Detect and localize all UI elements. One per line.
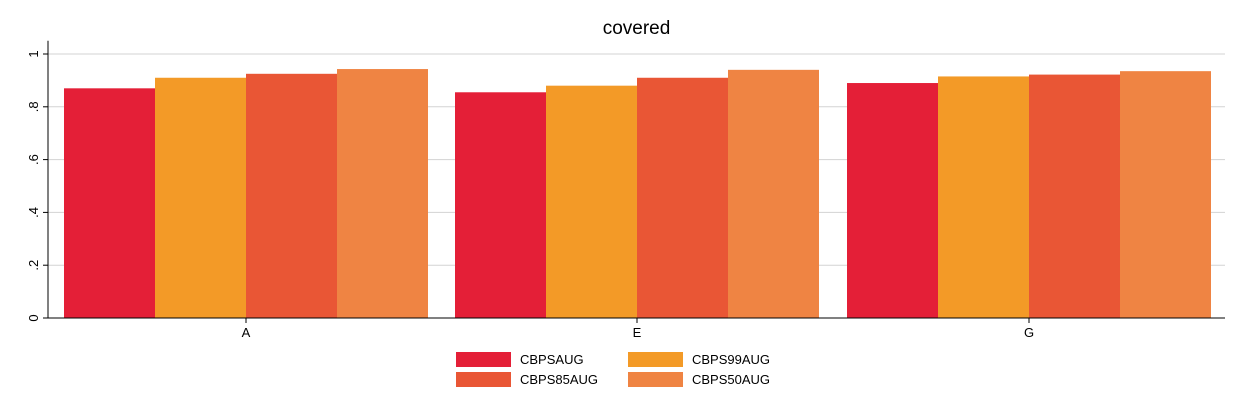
axes: 0 .2 .4 .6 .8 1 A E G [26,40,1225,340]
legend-label-cbps85aug: CBPS85AUG [520,372,598,387]
bar-cbps85aug-a [246,73,337,318]
y-tick-label: .2 [26,260,41,271]
bar-cbps99aug-g [938,76,1029,318]
bar-cbps50aug-a [337,69,428,318]
legend-swatch-cbps85aug [456,372,511,387]
chart-title: covered [603,18,671,39]
x-tick-label: E [633,325,642,340]
y-tick-label: .8 [26,101,41,112]
legend-label-cbps50aug: CBPS50AUG [692,372,770,387]
bar-cbpsaug-a [64,88,155,318]
y-tick-label: .6 [26,154,41,165]
legend-swatch-cbpsaug [456,352,511,367]
y-tick-label: .4 [26,207,41,218]
bar-cbps85aug-g [1029,74,1120,318]
bar-cbps85aug-e [637,77,728,318]
y-tick-label: 0 [26,314,41,321]
x-tick-label: G [1024,325,1034,340]
y-tick-label: 1 [26,50,41,57]
bar-cbps99aug-e [546,85,637,319]
bar-cbps50aug-e [728,69,819,318]
legend: CBPSAUG CBPS99AUG CBPS85AUG CBPS50AUG [456,352,770,387]
bars [64,69,1211,319]
bar-cbpsaug-g [847,83,938,318]
x-tick-label: A [242,325,251,340]
bar-cbps50aug-g [1120,71,1211,318]
bar-cbps99aug-a [155,77,246,318]
legend-label-cbpsaug: CBPSAUG [520,352,584,367]
bar-cbpsaug-e [455,92,546,318]
legend-swatch-cbps99aug [628,352,683,367]
legend-label-cbps99aug: CBPS99AUG [692,352,770,367]
legend-swatch-cbps50aug [628,372,683,387]
